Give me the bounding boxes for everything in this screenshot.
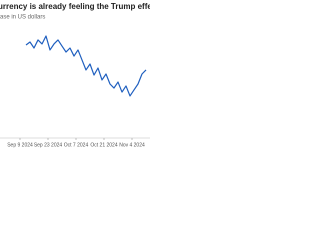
chart: urrency is already feeling the Trump eff…	[0, 2, 150, 148]
chart-subtitle: ase in US dollars	[0, 15, 45, 21]
x-tick-label: Sep 9 2024	[7, 142, 33, 148]
line	[25, 35, 147, 97]
x-tick-label: Oct 21 2024	[90, 142, 117, 148]
chart-title: urrency is already feeling the Trump eff…	[0, 2, 150, 11]
x-tick-label: Nov 4 2024	[119, 142, 145, 148]
x-tick-label: Sep 23 2024	[34, 142, 63, 148]
page: {"chart_data": {"type": "line", "title":…	[0, 0, 150, 150]
x-tick-label: Oct 7 2024	[64, 142, 89, 148]
